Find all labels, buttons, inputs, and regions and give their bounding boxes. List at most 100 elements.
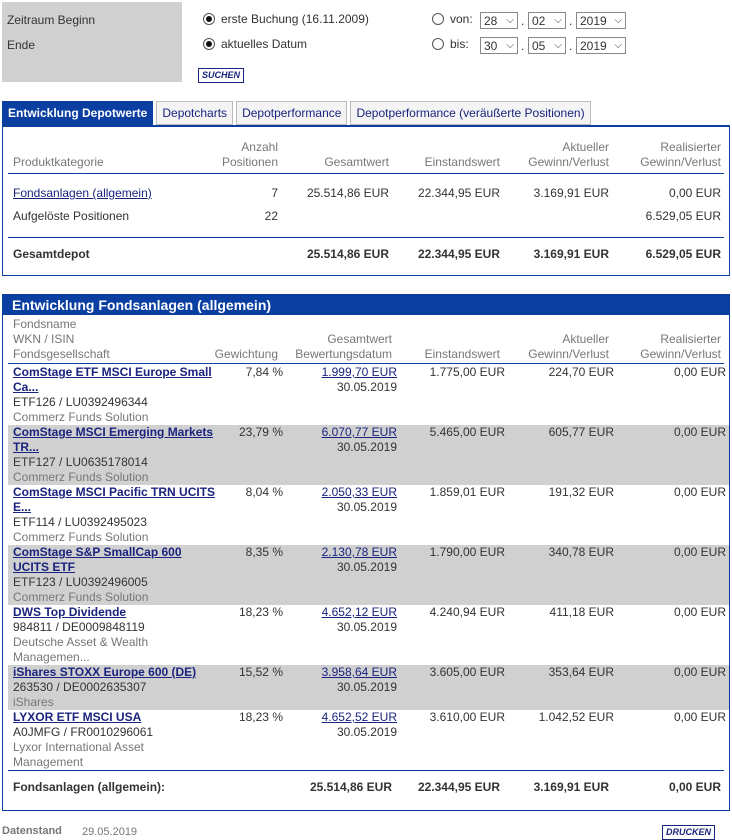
radio-selected-icon[interactable]	[203, 13, 215, 25]
fund-real-gv: 0,00 EUR	[673, 485, 726, 499]
fund-bewertungsdatum: 30.05.2019	[336, 380, 397, 394]
radio-first-booking[interactable]: erste Buchung (16.11.2009)	[203, 12, 369, 26]
von-day-select[interactable]: 28 ⌵	[480, 12, 518, 29]
bis-day-select[interactable]: 30 ⌵	[480, 37, 518, 54]
print-button[interactable]: DRUCKEN	[662, 825, 715, 840]
bis-year-select[interactable]: 2019 ⌵	[576, 37, 626, 54]
datenstand-label: Datenstand	[2, 825, 62, 837]
tab-depotperformance[interactable]: Depotperformance	[236, 101, 348, 125]
header-produktkategorie: Produktkategorie	[13, 155, 104, 169]
fund-bewertungsdatum: 30.05.2019	[336, 560, 397, 574]
fund-gesellschaft-cont: Managemen...	[13, 650, 90, 664]
funds-total-einstandswert: 22.344,95 EUR	[417, 780, 500, 794]
fund-gewichtung: 8,35 %	[245, 545, 283, 559]
date-separator: .	[569, 14, 573, 28]
fund-bewertungsdatum: 30.05.2019	[336, 680, 397, 694]
fund-gesellschaft-cont: Management	[13, 755, 84, 769]
funds-total-real-gv: 0,00 EUR	[668, 780, 721, 794]
header-realisierter: Realisierter	[660, 140, 721, 154]
divider	[8, 173, 724, 174]
fund-name-link-cont[interactable]: TR...	[13, 440, 39, 454]
fund-name-link-cont[interactable]: E...	[13, 500, 32, 514]
fund-name-link-cont[interactable]: Ca...	[13, 380, 39, 394]
tab-entwicklung-depotwerte[interactable]: Entwicklung Depotwerte	[2, 101, 154, 125]
fund-row: ComStage S&P SmallCap 600 UCITS ETF ETF1…	[8, 545, 729, 605]
header-gesamtwert: Gesamtwert	[324, 155, 389, 169]
radio-unselected-icon[interactable]	[432, 13, 444, 25]
fund-real-gv: 0,00 EUR	[673, 425, 726, 439]
fund-name-link-cont[interactable]: UCITS ETF	[13, 560, 75, 574]
header-aktueller-gv: Gewinn/Verlust	[528, 155, 609, 169]
tab-depotperformance-veraeussert[interactable]: Depotperformance (veräußerte Positionen)	[350, 101, 591, 125]
von-label: von:	[450, 12, 473, 26]
header-aktueller: Aktueller	[562, 332, 609, 346]
fund-gewichtung: 7,84 %	[245, 365, 283, 379]
fund-bewertungsdatum: 30.05.2019	[336, 500, 397, 514]
bis-label: bis:	[450, 37, 469, 51]
chevron-down-icon: ⌵	[506, 15, 514, 26]
fund-real-gv: 0,00 EUR	[673, 545, 726, 559]
bis-month-select[interactable]: 05 ⌵	[528, 37, 566, 54]
total-gesamtwert: 25.514,86 EUR	[306, 247, 389, 261]
header-gesamtwert: Gesamtwert	[327, 332, 392, 346]
fund-gesamtwert-link[interactable]: 3.958,64 EUR	[321, 665, 397, 679]
fund-real-gv: 0,00 EUR	[673, 710, 726, 724]
row-einstandswert: 22.344,95 EUR	[417, 186, 500, 200]
fund-gesamtwert-link[interactable]: 2.050,33 EUR	[321, 485, 397, 499]
fund-wkn-isin: ETF114 / LU0392495023	[13, 515, 147, 529]
fund-gewichtung: 18,23 %	[238, 710, 283, 724]
period-label-panel	[2, 2, 182, 82]
header-wkn-isin: WKN / ISIN	[13, 332, 75, 346]
fund-gewichtung: 23,79 %	[238, 425, 283, 439]
header-aktueller-gv: Gewinn/Verlust	[528, 347, 609, 361]
fund-name-link[interactable]: LYXOR ETF MSCI USA	[13, 710, 142, 724]
fund-name-link[interactable]: ComStage MSCI Emerging Markets	[13, 425, 214, 439]
date-separator: .	[521, 14, 525, 28]
row-real-gv: 6.529,05 EUR	[645, 209, 721, 223]
radio-bis[interactable]: bis:	[432, 37, 469, 51]
row-real-gv: 0,00 EUR	[668, 186, 721, 200]
fund-name-link[interactable]: iShares STOXX Europe 600 (DE)	[13, 665, 197, 679]
search-button[interactable]: SUCHEN	[198, 68, 245, 83]
fund-real-gv: 0,00 EUR	[673, 665, 726, 679]
row-count: 7	[271, 186, 278, 200]
row-count: 22	[264, 209, 278, 223]
header-einstandswert: Einstandswert	[424, 347, 500, 361]
fund-name-link[interactable]: ComStage S&P SmallCap 600	[13, 545, 182, 559]
chevron-down-icon: ⌵	[614, 15, 622, 26]
radio-unselected-icon[interactable]	[432, 38, 444, 50]
fund-einstandswert: 4.240,94 EUR	[429, 605, 505, 619]
fund-name-link[interactable]: DWS Top Dividende	[13, 605, 127, 619]
radio-von[interactable]: von:	[432, 12, 473, 26]
von-year-select[interactable]: 2019 ⌵	[576, 12, 626, 29]
funds-table: Entwicklung Fondsanlagen (allgemein) Fon…	[2, 294, 730, 811]
fund-gesamtwert-link[interactable]: 2.130,78 EUR	[321, 545, 397, 559]
funds-total-gesamtwert: 25.514,86 EUR	[309, 780, 392, 794]
fund-row: iShares STOXX Europe 600 (DE) 263530 / D…	[8, 665, 729, 710]
chevron-down-icon: ⌵	[506, 40, 514, 51]
header-einstandswert: Einstandswert	[424, 155, 500, 169]
radio-current-date[interactable]: aktuelles Datum	[203, 37, 307, 51]
fund-gesamtwert-link[interactable]: 4.652,52 EUR	[321, 710, 397, 724]
fund-akt-gv: 411,18 EUR	[549, 605, 614, 619]
fund-gesamtwert-link[interactable]: 6.070,77 EUR	[321, 425, 397, 439]
fund-name-link[interactable]: ComStage MSCI Pacific TRN UCITS	[13, 485, 216, 499]
row-fondsanlagen-link[interactable]: Fondsanlagen (allgemein)	[13, 186, 152, 200]
fund-akt-gv: 340,78 EUR	[548, 545, 614, 559]
fund-wkn-isin: ETF123 / LU0392496005	[13, 575, 148, 589]
divider	[8, 363, 724, 364]
fund-akt-gv: 605,77 EUR	[548, 425, 614, 439]
fund-gewichtung: 8,04 %	[245, 485, 283, 499]
radio-selected-icon[interactable]	[203, 38, 215, 50]
von-month-select[interactable]: 02 ⌵	[528, 12, 566, 29]
fund-einstandswert: 1.859,01 EUR	[429, 485, 505, 499]
divider	[8, 237, 724, 238]
tab-depotcharts[interactable]: Depotcharts	[156, 101, 234, 125]
period-filter: Zeitraum Beginn Ende erste Buchung (16.1…	[0, 0, 732, 90]
funds-total-label: Fondsanlagen (allgemein):	[13, 780, 166, 794]
fund-name-link[interactable]: ComStage ETF MSCI Europe Small	[13, 365, 212, 379]
fund-gesamtwert-link[interactable]: 1.999,70 EUR	[321, 365, 397, 379]
fund-gesellschaft: Lyxor International Asset	[13, 740, 144, 754]
fund-gesamtwert-link[interactable]: 4.652,12 EUR	[321, 605, 397, 619]
funds-total-akt-gv: 3.169,91 EUR	[533, 780, 609, 794]
